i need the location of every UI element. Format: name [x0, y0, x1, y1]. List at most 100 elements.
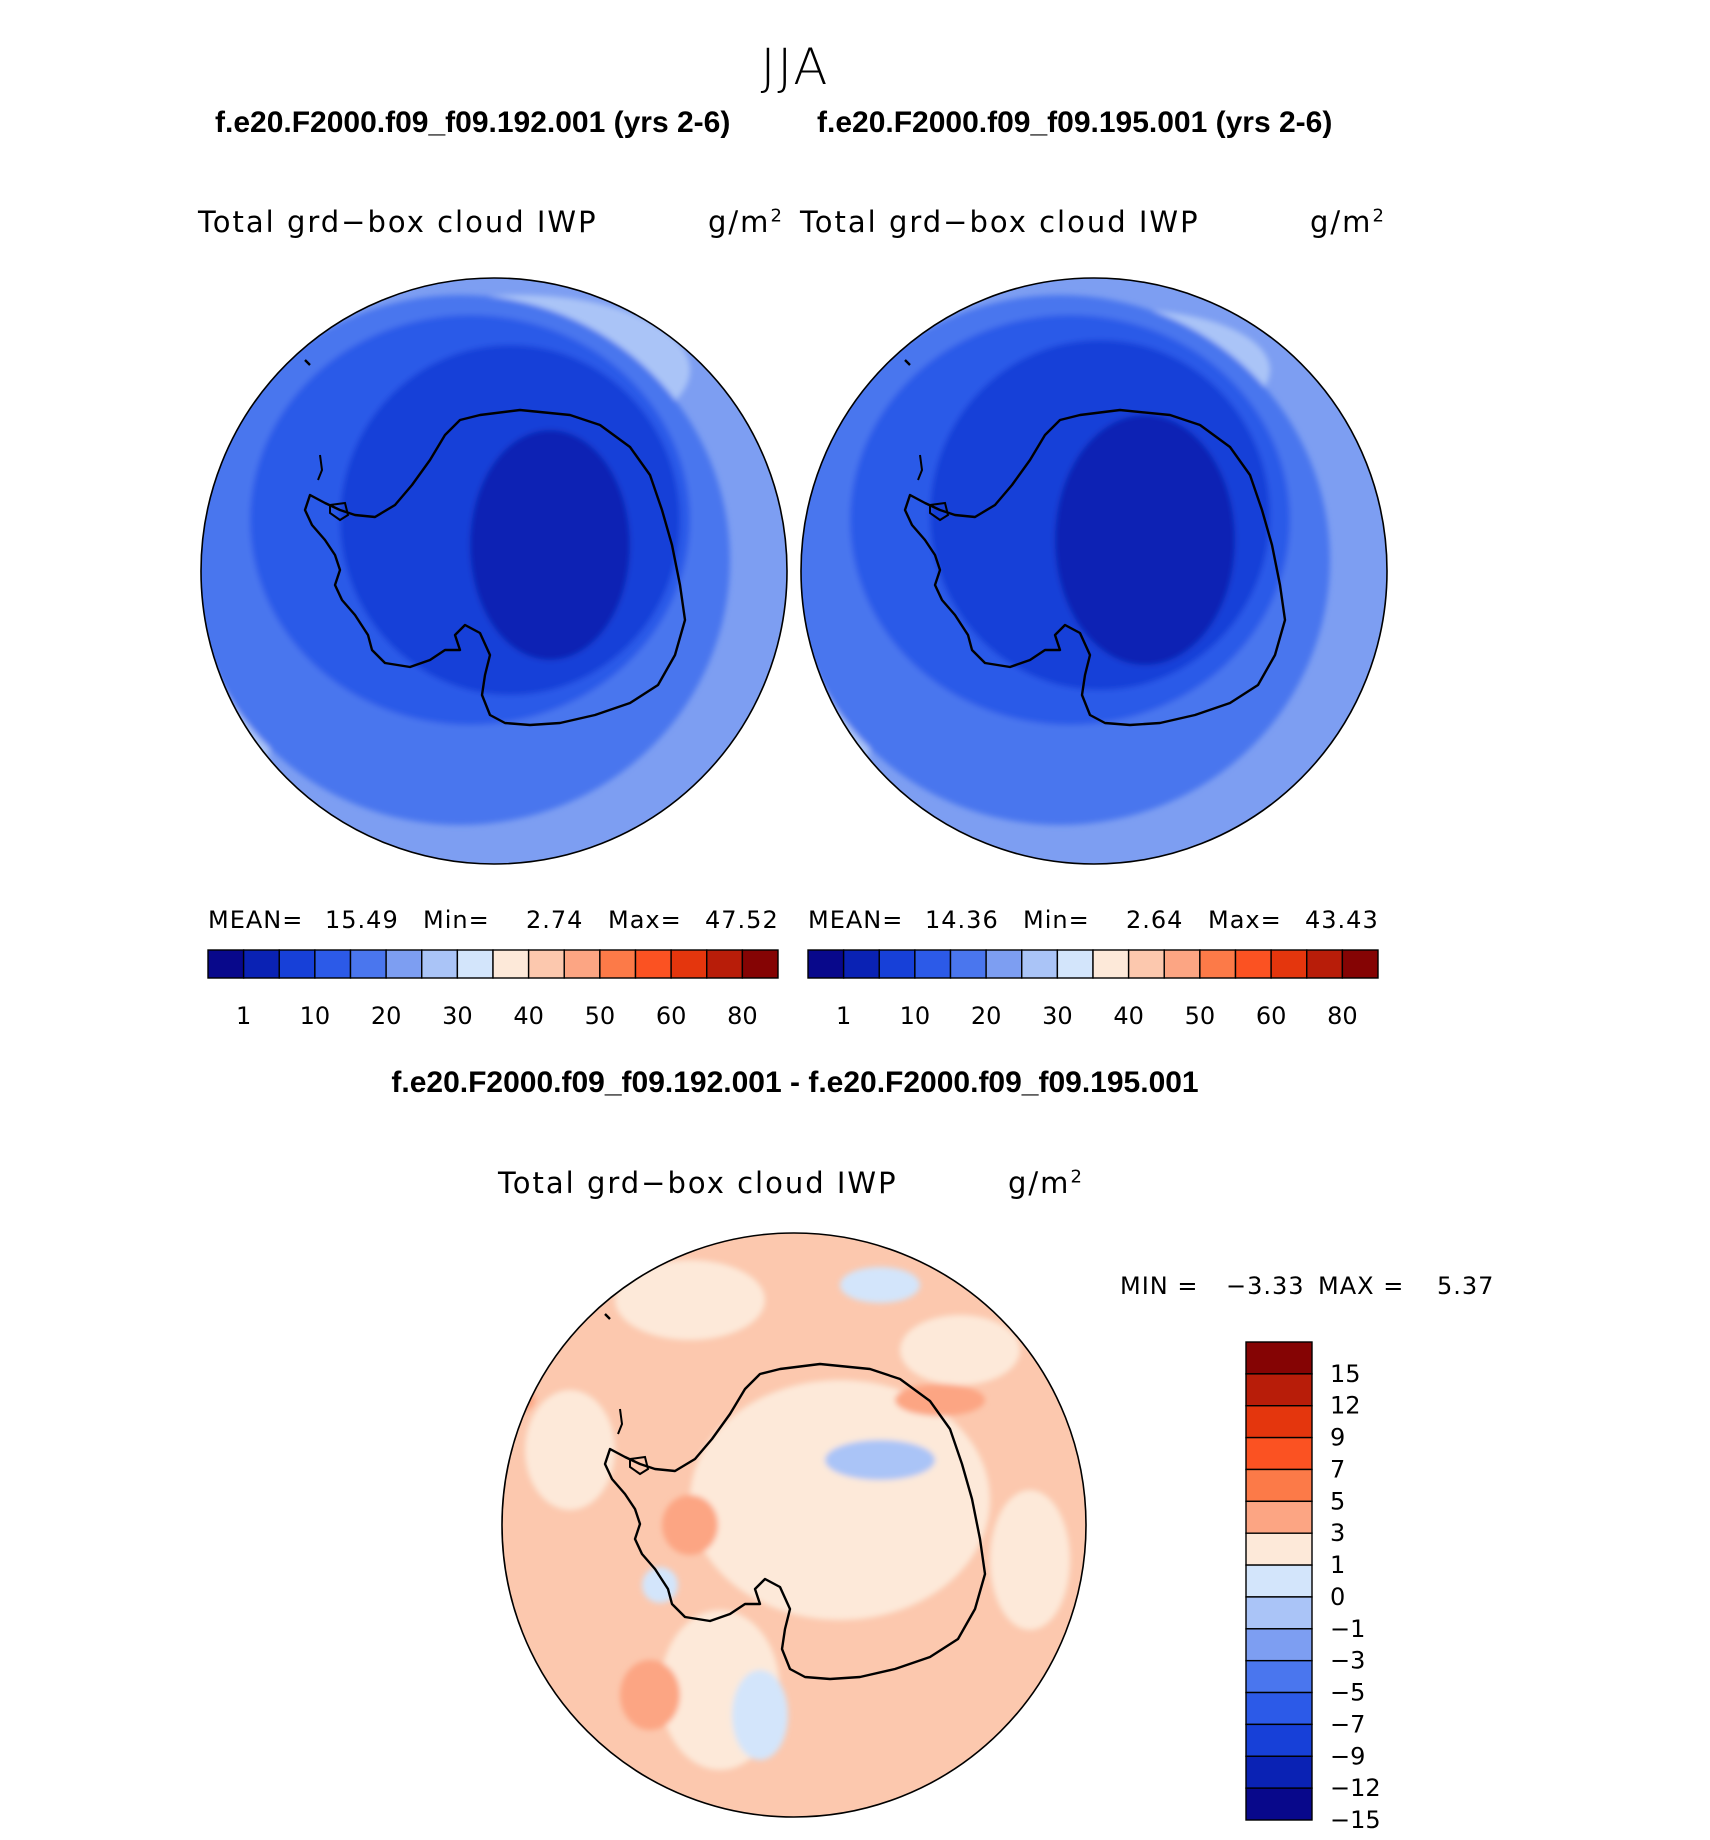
left-colorbar-label: 50 [585, 1002, 616, 1030]
diff-colorbar-box [1245, 1341, 1313, 1375]
right-colorbar-label: 30 [1042, 1002, 1073, 1030]
left-colorbar-box [385, 949, 423, 979]
diff-colorbar-label: 9 [1330, 1424, 1345, 1452]
diff-min-label: MIN = [1120, 1272, 1199, 1300]
diff-field-center [690, 1380, 990, 1620]
left-colorbar-label: 60 [656, 1002, 687, 1030]
diff-map [502, 1233, 1086, 1817]
left-var-title: Total grd−box cloud IWP [198, 205, 598, 239]
left-colorbar-label: 10 [300, 1002, 331, 1030]
left-mean-label: MEAN= [208, 906, 304, 934]
right-max-value: 43.43 [1305, 906, 1379, 934]
diff-field-patch4 [525, 1390, 615, 1510]
left-colorbar-box [278, 949, 316, 979]
diff-field-patch5 [990, 1490, 1070, 1630]
left-colorbar-box [207, 949, 245, 979]
right-colorbar: 1 10 20 30 40 50 60 80 [807, 949, 1379, 1030]
diff-field-patch2 [900, 1315, 1020, 1385]
right-colorbar-box [807, 949, 845, 979]
diff-field-neg3 [840, 1267, 920, 1303]
diff-colorbar-box [1245, 1468, 1313, 1503]
right-map-boundary [800, 277, 1388, 865]
right-colorbar-box [1306, 949, 1344, 979]
case2-title: f.e20.F2000.f09_f09.195.001 (yrs 2-6) [817, 106, 1333, 139]
left-colorbar-box [563, 949, 601, 979]
left-colorbar-box [421, 949, 459, 979]
diff-colorbar-box [1245, 1564, 1313, 1598]
diff-colorbar-label: −5 [1330, 1679, 1365, 1707]
diff-max-value: 5.37 [1437, 1272, 1495, 1300]
right-colorbar-box [1127, 949, 1165, 979]
left-colorbar-box [741, 949, 779, 979]
diff-colorbar-label: 7 [1330, 1455, 1345, 1483]
diff-max-label: MAX = [1318, 1272, 1405, 1300]
diff-colorbar-label: 0 [1330, 1583, 1345, 1611]
diff-colorbar-box [1245, 1436, 1313, 1471]
right-colorbar-box [985, 949, 1023, 979]
right-colorbar-label: 60 [1256, 1002, 1287, 1030]
left-colorbar-box [349, 949, 387, 979]
diff-colorbar-label: −12 [1330, 1774, 1381, 1802]
right-max-label: Max= [1208, 906, 1282, 934]
left-mean-value: 15.49 [325, 906, 399, 934]
diff-colorbar-label: −15 [1330, 1806, 1381, 1834]
right-colorbar-box [1199, 949, 1237, 979]
right-colorbar-box [1021, 949, 1059, 979]
diff-title: f.e20.F2000.f09_f09.192.001 - f.e20.F200… [391, 1066, 1199, 1099]
right-colorbar-box [1056, 949, 1094, 979]
diff-colorbar-label: 1 [1330, 1551, 1345, 1579]
right-colorbar-label: 1 [836, 1002, 851, 1030]
left-colorbar-label: 80 [727, 1002, 758, 1030]
diff-field-neg1 [825, 1440, 935, 1480]
diff-field-pos1 [662, 1495, 718, 1555]
diff-field-neg4 [642, 1567, 678, 1603]
diff-colorbar-box [1245, 1532, 1313, 1566]
diff-field-patch1 [615, 1260, 765, 1340]
left-colorbar-box [456, 949, 494, 979]
case1-title: f.e20.F2000.f09_f09.192.001 (yrs 2-6) [215, 106, 731, 139]
left-map-boundary [200, 277, 788, 865]
diff-colorbar-box [1245, 1373, 1313, 1407]
diff-colorbar-box [1245, 1723, 1313, 1757]
left-min-value: 2.74 [526, 906, 584, 934]
left-colorbar-box [314, 949, 352, 979]
diff-field-pos2 [620, 1660, 680, 1730]
diff-colorbar-label: −3 [1330, 1647, 1365, 1675]
left-colorbar-box [492, 949, 530, 979]
right-colorbar-box [1341, 949, 1379, 979]
left-field-band-max [470, 430, 630, 660]
right-colorbar-box [878, 949, 916, 979]
diff-colorbar-box [1245, 1500, 1313, 1534]
diff-map-boundary [501, 1232, 1087, 1818]
left-colorbar-label: 20 [371, 1002, 402, 1030]
left-colorbar-box [706, 949, 744, 979]
diff-colorbar: 15 12 9 7 5 3 1 0 −1 −3 −5 −7 −9 −12 −15 [1245, 1341, 1381, 1834]
left-min-label: Min= [423, 906, 490, 934]
left-colorbar-box [527, 949, 565, 979]
right-colorbar-box [1163, 949, 1201, 979]
diff-colorbar-label: −1 [1330, 1615, 1365, 1643]
diff-colorbar-label: −7 [1330, 1710, 1365, 1738]
diff-colorbar-box [1245, 1628, 1313, 1662]
left-colorbar-box [634, 949, 672, 979]
left-units: g/m2 [708, 205, 784, 239]
left-colorbar-label: 40 [513, 1002, 544, 1030]
season-title: JJA [760, 38, 830, 96]
right-colorbar-box [1270, 949, 1308, 979]
diff-colorbar-box [1245, 1755, 1313, 1789]
right-field-band-max [1055, 415, 1235, 665]
diff-units: g/m2 [1008, 1166, 1084, 1200]
diff-colorbar-label: 12 [1330, 1392, 1361, 1420]
right-min-value: 2.64 [1126, 906, 1184, 934]
diff-colorbar-label: 5 [1330, 1487, 1345, 1515]
right-mean-value: 14.36 [925, 906, 999, 934]
right-colorbar-label: 10 [900, 1002, 931, 1030]
right-var-title: Total grd−box cloud IWP [800, 205, 1200, 239]
right-colorbar-label: 20 [971, 1002, 1002, 1030]
left-map [201, 278, 787, 864]
diff-colorbar-box [1245, 1405, 1313, 1439]
left-colorbar-box [242, 949, 280, 979]
left-max-value: 47.52 [705, 906, 779, 934]
diff-field-neg2 [732, 1670, 788, 1760]
